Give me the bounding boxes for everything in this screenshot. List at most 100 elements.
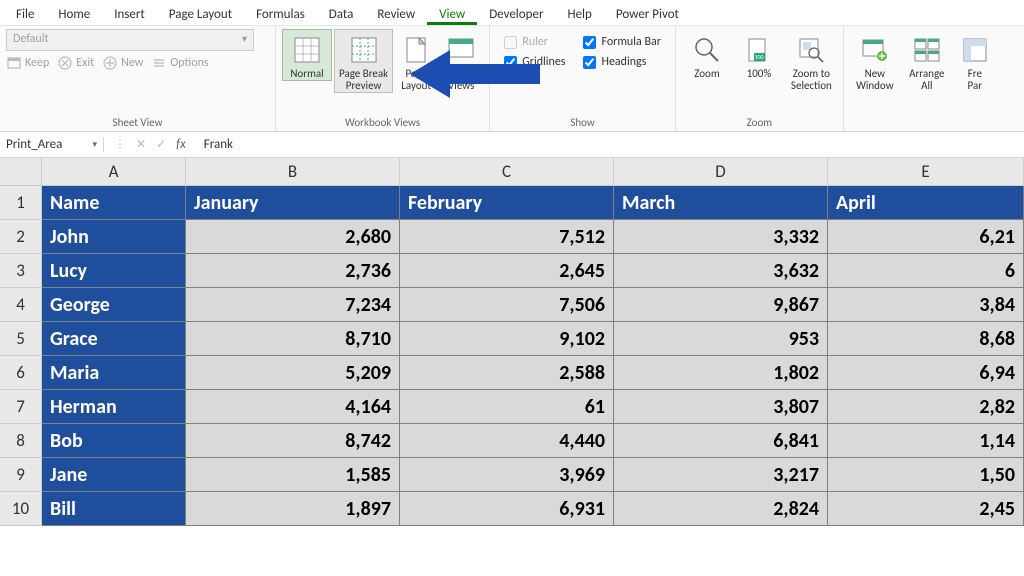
cell[interactable]: January xyxy=(186,186,400,220)
new-window-button[interactable]: New Window xyxy=(850,29,900,93)
tab-review[interactable]: Review xyxy=(365,3,427,25)
cell[interactable]: 7,512 xyxy=(400,220,614,254)
gridlines-checkbox[interactable]: Gridlines xyxy=(504,55,565,69)
name-box[interactable]: Print_Area xyxy=(0,137,104,152)
cell[interactable]: 8,68 xyxy=(828,322,1024,356)
row-header[interactable]: 10 xyxy=(0,492,42,526)
tab-insert[interactable]: Insert xyxy=(102,3,157,25)
cell[interactable]: 2,588 xyxy=(400,356,614,390)
cell[interactable]: 6,21 xyxy=(828,220,1024,254)
cell[interactable]: 3,84 xyxy=(828,288,1024,322)
row-header[interactable]: 1 xyxy=(0,186,42,220)
cell[interactable]: 5,209 xyxy=(186,356,400,390)
page-break-preview-button[interactable]: Page Break Preview xyxy=(334,29,393,93)
cell[interactable]: 6,94 xyxy=(828,356,1024,390)
cell[interactable]: 2,45 xyxy=(828,492,1024,526)
page-layout-button[interactable]: Page Layout xyxy=(395,29,437,93)
cell[interactable]: March xyxy=(614,186,828,220)
cell[interactable]: 1,14 xyxy=(828,424,1024,458)
cell[interactable]: Lucy xyxy=(42,254,186,288)
cell[interactable]: Maria xyxy=(42,356,186,390)
headings-checkbox[interactable]: Headings xyxy=(583,55,660,69)
tab-developer[interactable]: Developer xyxy=(477,3,555,25)
cell[interactable]: February xyxy=(400,186,614,220)
ruler-checkbox[interactable]: Ruler xyxy=(504,35,565,49)
custom-views-button[interactable]: Custom Views xyxy=(439,29,483,93)
row-header[interactable]: 7 xyxy=(0,390,42,424)
cell[interactable]: 61 xyxy=(400,390,614,424)
cell[interactable]: 1,802 xyxy=(614,356,828,390)
select-all-corner[interactable] xyxy=(0,158,42,186)
cell[interactable]: Grace xyxy=(42,322,186,356)
tab-help[interactable]: Help xyxy=(555,3,603,25)
arrange-all-button[interactable]: Arrange All xyxy=(902,29,952,93)
group-label-sheet-view: Sheet View xyxy=(6,114,269,129)
enter-icon[interactable]: ✓ xyxy=(156,137,166,152)
row-header[interactable]: 8 xyxy=(0,424,42,458)
cell[interactable]: 2,824 xyxy=(614,492,828,526)
cell[interactable]: 1,897 xyxy=(186,492,400,526)
cell[interactable]: 953 xyxy=(614,322,828,356)
formula-bar-checkbox[interactable]: Formula Bar xyxy=(583,35,660,49)
col-header-e[interactable]: E xyxy=(828,158,1024,186)
row-header[interactable]: 2 xyxy=(0,220,42,254)
cell[interactable]: Bob xyxy=(42,424,186,458)
cell[interactable]: 3,217 xyxy=(614,458,828,492)
cell[interactable]: 4,440 xyxy=(400,424,614,458)
cell[interactable]: 4,164 xyxy=(186,390,400,424)
cell[interactable]: 2,680 xyxy=(186,220,400,254)
col-header-d[interactable]: D xyxy=(614,158,828,186)
table-row: 4George7,2347,5069,8673,84 xyxy=(0,288,1024,322)
zoom-to-selection-button[interactable]: Zoom to Selection xyxy=(786,29,837,93)
tab-home[interactable]: Home xyxy=(46,3,102,25)
cell[interactable]: 3,632 xyxy=(614,254,828,288)
row-header[interactable]: 3 xyxy=(0,254,42,288)
tab-formulas[interactable]: Formulas xyxy=(244,3,317,25)
cell[interactable]: Name xyxy=(42,186,186,220)
cell[interactable]: April xyxy=(828,186,1024,220)
cell[interactable]: 1,585 xyxy=(186,458,400,492)
cell[interactable]: John xyxy=(42,220,186,254)
row-header[interactable]: 5 xyxy=(0,322,42,356)
cell[interactable]: George xyxy=(42,288,186,322)
cell[interactable]: 2,645 xyxy=(400,254,614,288)
tab-file[interactable]: File xyxy=(4,3,46,25)
col-header-a[interactable]: A xyxy=(42,158,186,186)
formula-input[interactable]: Frank xyxy=(196,137,1024,152)
cell[interactable]: 2,82 xyxy=(828,390,1024,424)
cell[interactable]: 6 xyxy=(828,254,1024,288)
cell[interactable]: Jane xyxy=(42,458,186,492)
normal-button[interactable]: Normal xyxy=(282,29,332,81)
cell[interactable]: 1,50 xyxy=(828,458,1024,492)
cell[interactable]: 2,736 xyxy=(186,254,400,288)
tab-page-layout[interactable]: Page Layout xyxy=(157,3,244,25)
tab-data[interactable]: Data xyxy=(317,3,366,25)
formula-bar-buttons: ⋮ ✕ ✓ fx xyxy=(104,137,196,152)
cell[interactable]: 3,969 xyxy=(400,458,614,492)
row-header[interactable]: 4 xyxy=(0,288,42,322)
cell[interactable]: 7,506 xyxy=(400,288,614,322)
cell[interactable]: Herman xyxy=(42,390,186,424)
zoom-100-button[interactable]: 100 100% xyxy=(734,29,784,81)
cell[interactable]: 3,332 xyxy=(614,220,828,254)
row-header[interactable]: 6 xyxy=(0,356,42,390)
cell[interactable]: Bill xyxy=(42,492,186,526)
cell[interactable]: 8,710 xyxy=(186,322,400,356)
col-header-c[interactable]: C xyxy=(400,158,614,186)
row-header[interactable]: 9 xyxy=(0,458,42,492)
freeze-panes-button[interactable]: Fre Par xyxy=(954,29,996,93)
cell[interactable]: 6,931 xyxy=(400,492,614,526)
cell[interactable]: 7,234 xyxy=(186,288,400,322)
tab-power-pivot[interactable]: Power Pivot xyxy=(604,3,691,25)
cell[interactable]: 3,807 xyxy=(614,390,828,424)
cell[interactable]: 8,742 xyxy=(186,424,400,458)
sheetview-dropdown[interactable]: Default xyxy=(6,29,254,51)
cell[interactable]: 9,867 xyxy=(614,288,828,322)
fx-icon[interactable]: fx xyxy=(176,137,186,152)
col-header-b[interactable]: B xyxy=(186,158,400,186)
cell[interactable]: 9,102 xyxy=(400,322,614,356)
cell[interactable]: 6,841 xyxy=(614,424,828,458)
zoom-button[interactable]: Zoom xyxy=(682,29,732,81)
tab-view[interactable]: View xyxy=(427,3,477,25)
cancel-icon[interactable]: ✕ xyxy=(136,137,146,152)
